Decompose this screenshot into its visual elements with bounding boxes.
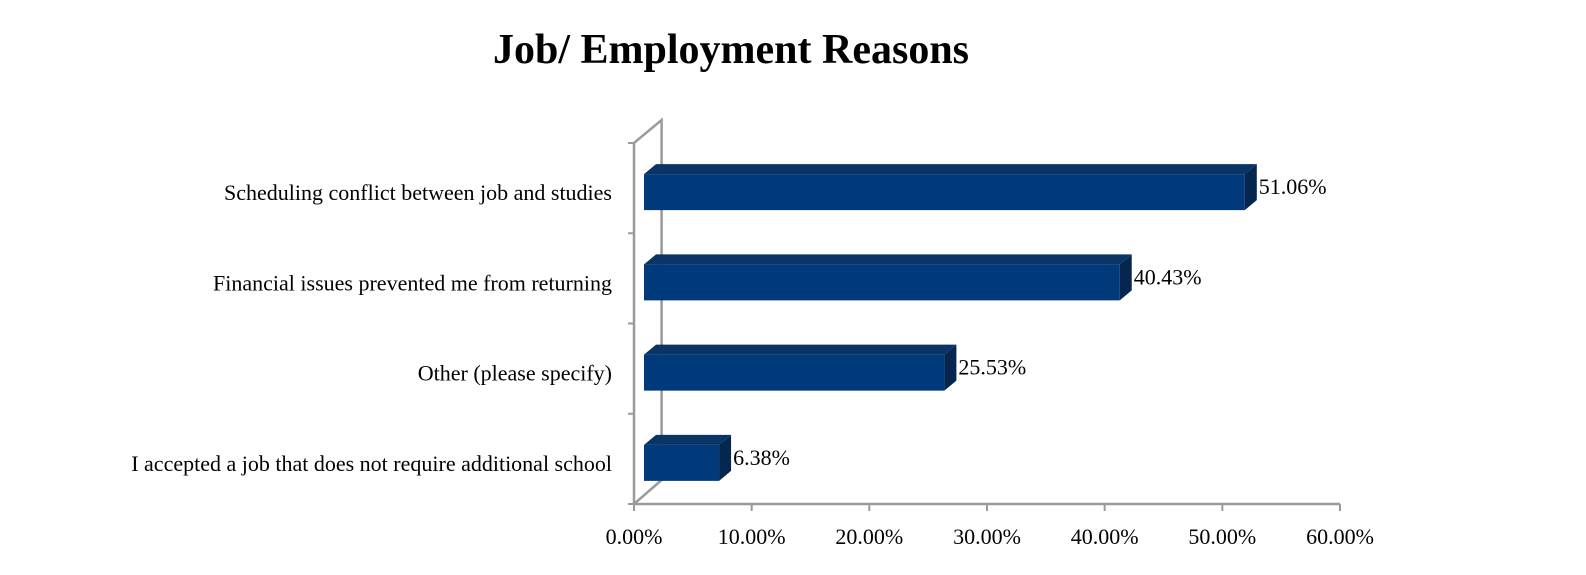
data-label: 40.43%	[1134, 264, 1202, 289]
bar-side	[944, 344, 957, 391]
category-label: Other (please specify)	[418, 361, 612, 386]
bar-top	[644, 254, 1132, 265]
x-tick-label: 40.00%	[1071, 524, 1139, 549]
category-label: Financial issues prevented me from retur…	[213, 270, 612, 295]
bar	[644, 174, 1245, 211]
bar-top	[644, 164, 1257, 175]
category-label: Scheduling conflict between job and stud…	[224, 180, 612, 205]
bar	[644, 444, 720, 481]
category-label: I accepted a job that does not require a…	[131, 451, 612, 476]
chart-title: Job/ Employment Reasons	[492, 27, 970, 73]
data-label: 6.38%	[733, 445, 790, 470]
bars-layer	[644, 164, 1257, 481]
bar-side	[1244, 164, 1257, 211]
x-tick-label: 60.00%	[1306, 524, 1374, 549]
data-label: 51.06%	[1259, 174, 1327, 199]
bar-top	[644, 344, 957, 355]
bar-top	[644, 434, 732, 445]
bar-side	[1119, 254, 1132, 301]
bar	[644, 264, 1120, 301]
bar-side	[719, 434, 732, 481]
axes-layer	[628, 117, 1341, 511]
labels-layer: 0.00% 10.00% 20.00% 30.00% 40.00% 50.00% 60.00…	[131, 174, 1374, 549]
data-label: 25.53%	[958, 355, 1026, 380]
bar	[644, 354, 945, 391]
x-tick-label: 10.00%	[718, 524, 786, 549]
x-tick-label: 30.00%	[953, 524, 1021, 549]
x-tick-label: 20.00%	[835, 524, 903, 549]
x-tick-label: 50.00%	[1188, 524, 1256, 549]
x-tick-label: 0.00%	[606, 524, 663, 549]
